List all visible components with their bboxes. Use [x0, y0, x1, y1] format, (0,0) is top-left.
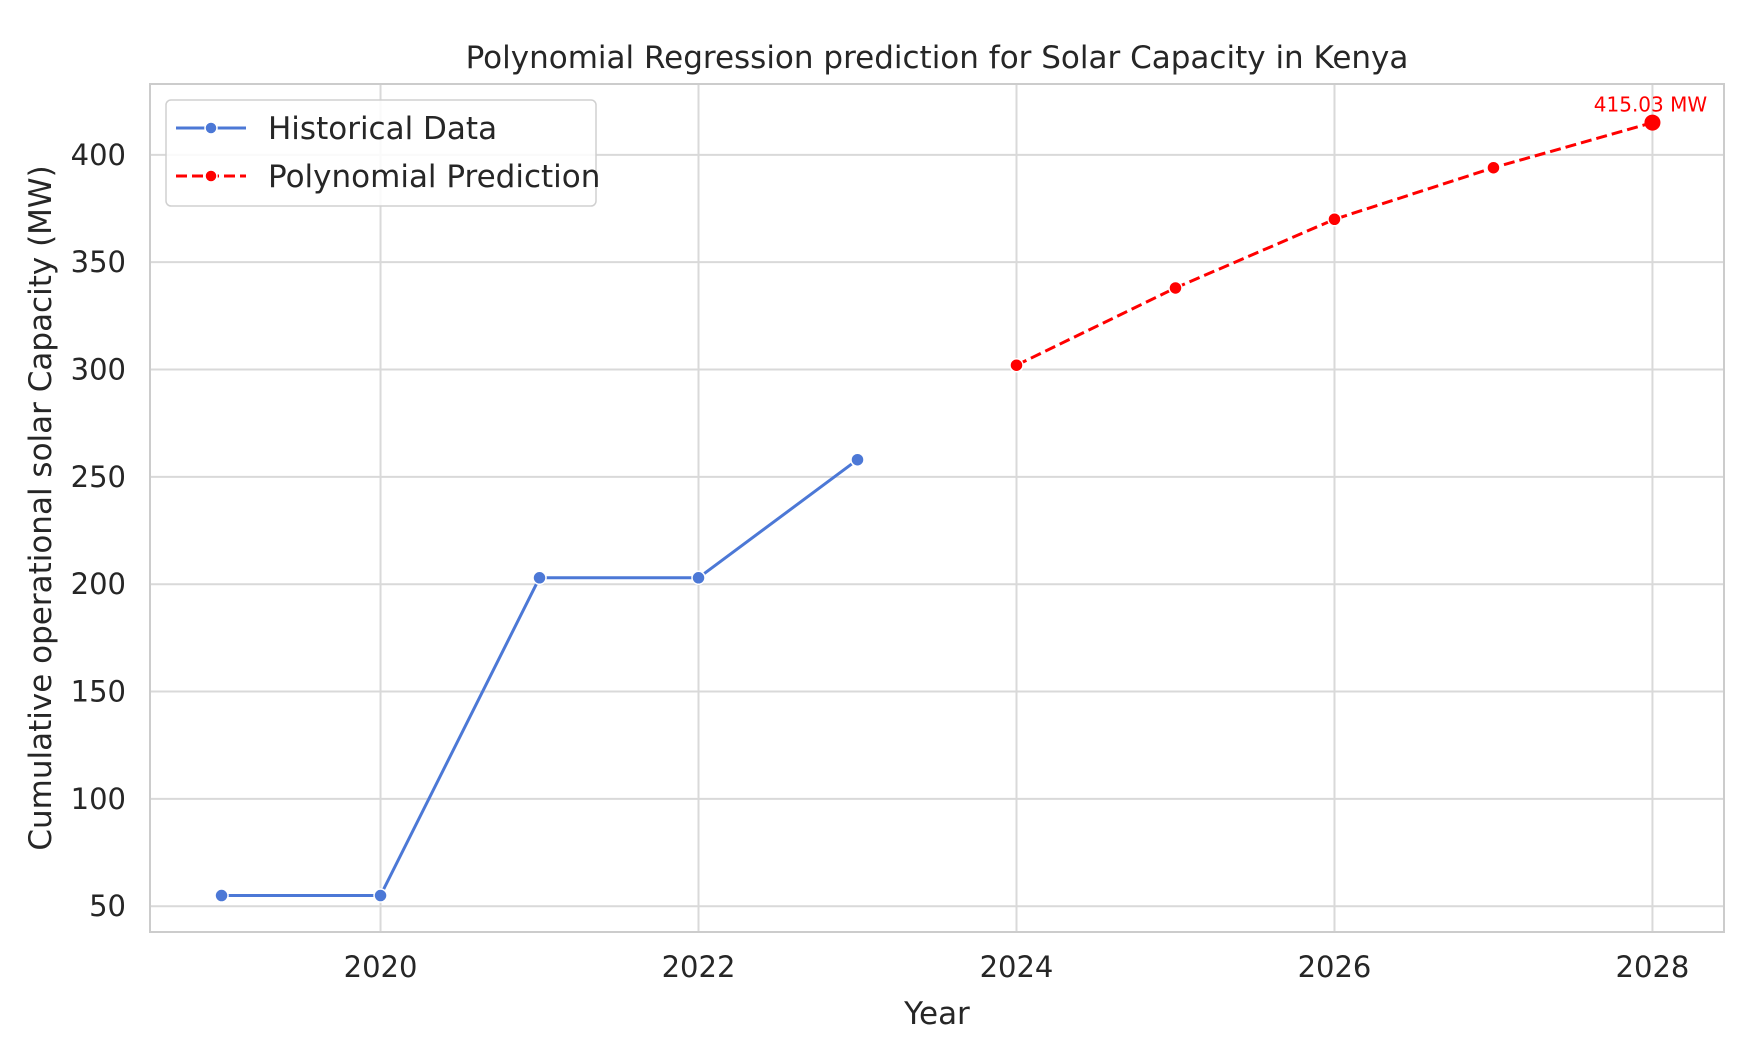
- y-tick-label-400: 400: [71, 138, 126, 172]
- legend-label-historical: Historical Data: [268, 111, 497, 147]
- data-point-historical-data-2019: [214, 888, 229, 903]
- data-point-polynomial-prediction-2024: [1009, 357, 1024, 373]
- data-point-historical-data-2021: [532, 570, 547, 586]
- x-tick-label-2022: 2022: [662, 950, 736, 984]
- chart-title: Polynomial Regression prediction for Sol…: [466, 40, 1409, 76]
- grid-lines: [150, 84, 1724, 932]
- series-line-polynomial-prediction: [1015, 121, 1653, 367]
- annotation-last-value: 415.03 MW: [1594, 93, 1708, 117]
- y-tick-label-350: 350: [71, 245, 126, 279]
- data-point-historical-data-2022: [691, 570, 706, 586]
- y-tick-label-300: 300: [71, 353, 126, 387]
- data-point-polynomial-prediction-2027: [1486, 160, 1501, 175]
- annotation-highlight-point: [1644, 114, 1661, 131]
- legend-marker-historical: [204, 121, 218, 135]
- legend-box: [165, 99, 597, 207]
- y-tick-label-250: 250: [71, 460, 126, 494]
- plot-area-background: [150, 84, 1724, 932]
- y-tick-label-200: 200: [71, 567, 126, 601]
- y-tick-label-150: 150: [71, 675, 126, 709]
- tick-labels: 2020 2022 2024 2026 2028 50 100 150 200 250 300 350…: [71, 138, 1690, 984]
- data-point-polynomial-prediction-2026: [1327, 212, 1342, 227]
- x-tick-label-2028: 2028: [1616, 950, 1690, 984]
- x-axis-label: Year: [903, 996, 970, 1032]
- legend-label-prediction: Polynomial Prediction: [268, 159, 600, 195]
- data-series: [214, 114, 1661, 903]
- x-tick-label-2024: 2024: [980, 950, 1054, 984]
- x-tick-label-2026: 2026: [1298, 950, 1372, 984]
- data-point-polynomial-prediction-2025: [1168, 280, 1183, 296]
- data-point-historical-data-2020: [373, 888, 388, 903]
- x-tick-label-2020: 2020: [344, 950, 418, 984]
- data-point-historical-data-2023: [850, 452, 865, 467]
- plot-frame: [149, 83, 1725, 933]
- legend-marker-prediction: [204, 169, 218, 183]
- y-axis-label: Cumulative operational solar Capacity (M…: [23, 165, 59, 850]
- y-tick-label-50: 50: [89, 889, 126, 923]
- legend: Historical Data Polynomial Prediction: [165, 99, 600, 207]
- y-tick-label-100: 100: [71, 782, 126, 816]
